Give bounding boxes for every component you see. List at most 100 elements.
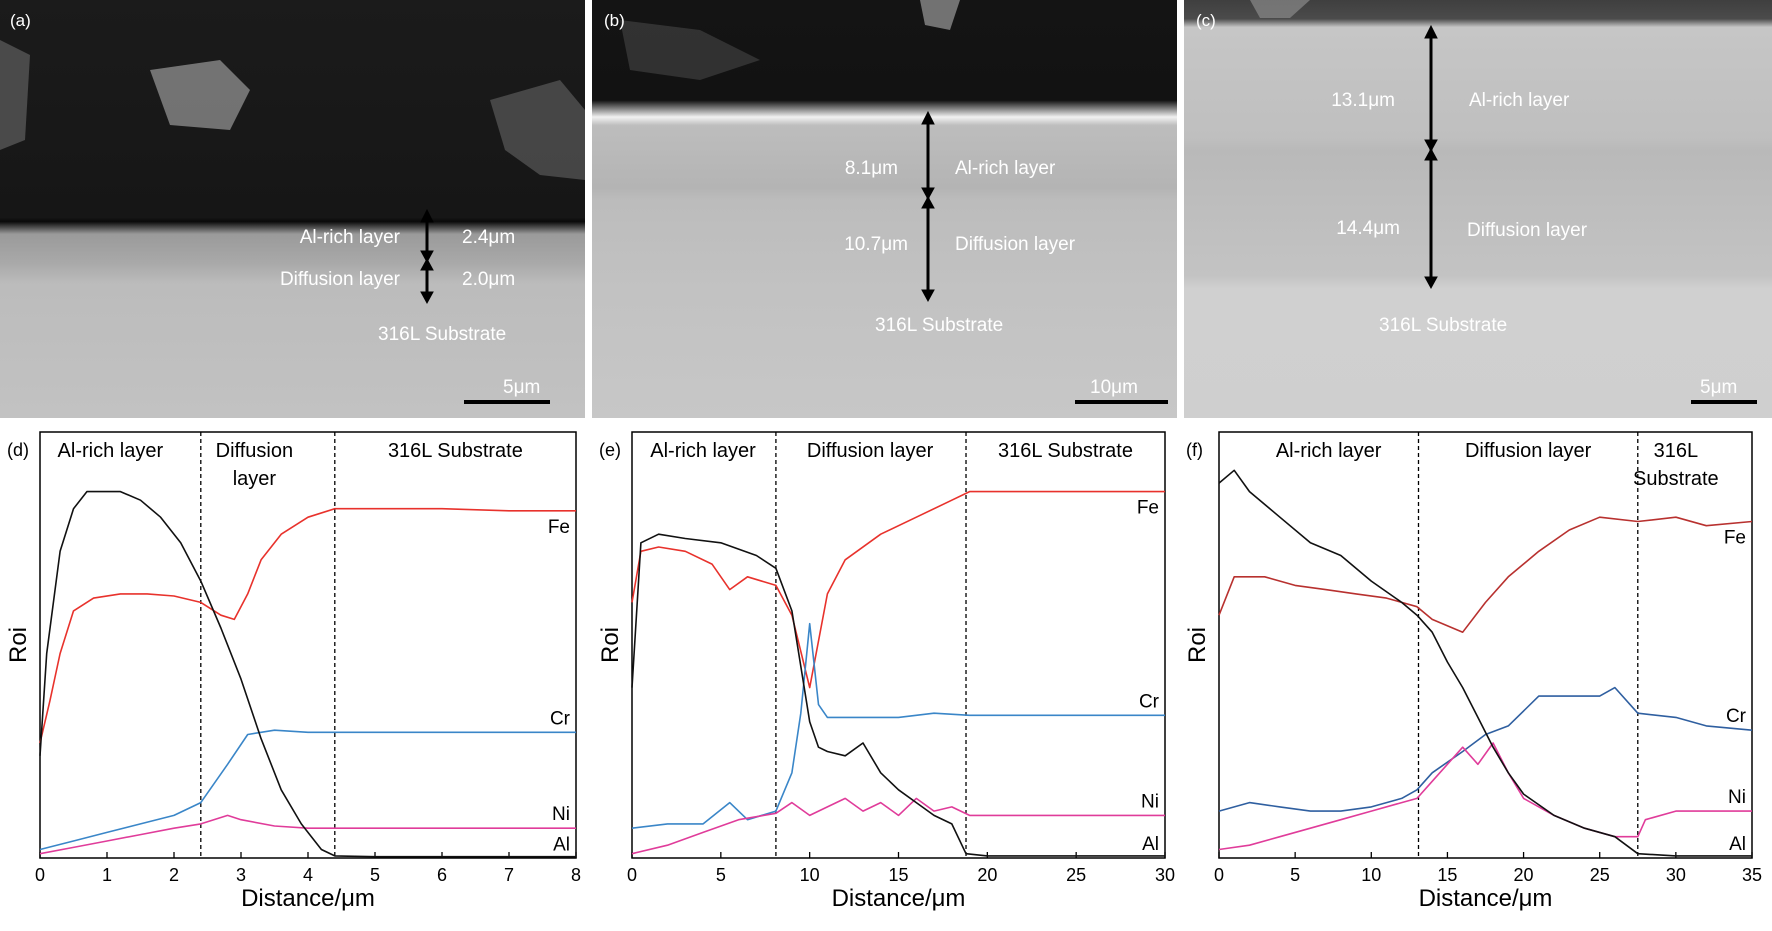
sem-particle (490, 80, 585, 180)
panel-letter-a: (a) (10, 11, 31, 30)
series-label-fe: Fe (548, 517, 570, 538)
x-tick-label: 25 (1066, 865, 1086, 885)
series-line-cr (39, 729, 576, 851)
series-line-al (631, 533, 1165, 857)
substrate-label-b: 316L Substrate (875, 315, 1003, 336)
al-rich-label-a: Al-rich layer (300, 227, 401, 248)
scale-bar-c (1691, 400, 1757, 404)
y-axis-title: Roi (597, 627, 624, 663)
x-tick-label: 30 (1155, 865, 1175, 885)
double-arrow-icon (420, 208, 434, 305)
sem-particle (620, 20, 760, 80)
x-tick-label: 7 (504, 865, 514, 885)
substrate-label-c: 316L Substrate (1379, 315, 1507, 336)
series-label-cr: Cr (550, 708, 571, 729)
x-tick-label: 0 (627, 865, 637, 885)
double-arrow-icon (921, 110, 935, 303)
x-tick-label: 15 (888, 865, 908, 885)
sem-panel-c: (c) 13.1μm 14.4μm Al-rich layer Diffusio… (1184, 0, 1772, 418)
panel-letter: (e) (599, 440, 621, 460)
x-tick-label: 2 (169, 865, 179, 885)
x-tick-label: 5 (716, 865, 726, 885)
x-tick-label: 10 (800, 865, 820, 885)
line-scan-chart-d: 0 1 2 3 4 5 6 7 8 Distance/μm Roi (d) Al-rich layer D… (5, 431, 581, 912)
plot-frame (1218, 431, 1753, 859)
region-label: Diffusion (216, 440, 293, 462)
x-tick-label: 4 (303, 865, 313, 885)
region-label: Substrate (1633, 468, 1719, 490)
series-label-cr: Cr (1139, 691, 1160, 712)
al-rich-thickness-c: 13.1μm (1331, 90, 1395, 111)
diffusion-thickness-a: 2.0μm (462, 269, 515, 290)
x-axis-title: Distance/μm (832, 885, 966, 912)
x-tick-label: 30 (1666, 865, 1686, 885)
series-line-ni (39, 814, 576, 855)
x-tick-label: 6 (437, 865, 447, 885)
series-label-al: Al (553, 835, 570, 856)
region-label: layer (233, 468, 277, 490)
series-line-cr (1218, 686, 1753, 812)
diffusion-thickness-c: 14.4μm (1336, 218, 1400, 239)
line-scan-chart-e: 0 5 10 15 20 25 30 Distance/μm Roi (e) Al-rich lay… (597, 431, 1175, 912)
x-tick-label: 8 (571, 865, 581, 885)
series-line-al (1218, 469, 1752, 857)
series-line-ni (1218, 742, 1752, 851)
al-rich-label-c: Al-rich layer (1469, 90, 1570, 111)
y-axis-title: Roi (1184, 627, 1211, 663)
scale-bar-b (1075, 400, 1168, 404)
series-label-ni: Ni (552, 804, 570, 825)
x-tick-label: 15 (1437, 865, 1457, 885)
x-tick-label: 25 (1590, 865, 1610, 885)
x-tick-label: 35 (1742, 865, 1762, 885)
plot-frame (631, 431, 1166, 859)
al-rich-label-b: Al-rich layer (955, 158, 1056, 179)
sem-particle (0, 40, 30, 150)
sem-panel-a: (a) Al-rich layer Diffusion layer 2.4μm … (0, 0, 585, 418)
series-line-fe (1218, 516, 1753, 633)
panel-letter: (f) (1186, 440, 1203, 460)
region-label: 316L Substrate (998, 440, 1133, 462)
series-label-fe: Fe (1724, 527, 1746, 548)
diffusion-label-b: Diffusion layer (955, 234, 1076, 255)
sem-panel-b: (b) 8.1μm 10.7μm Al-rich layer Diffusion… (592, 0, 1177, 418)
x-axis-title: Distance/μm (1419, 885, 1553, 912)
scale-bar-label-b: 10μm (1090, 377, 1138, 398)
scale-bar-label-a: 5μm (503, 377, 540, 398)
region-label: Diffusion layer (807, 440, 934, 462)
diffusion-label-c: Diffusion layer (1467, 220, 1588, 241)
region-label: 316L (1654, 440, 1699, 462)
substrate-label-a: 316L Substrate (378, 324, 506, 345)
panel-letter-b: (b) (604, 11, 625, 30)
region-label: Diffusion layer (1465, 440, 1592, 462)
series-label-al: Al (1729, 834, 1746, 855)
panel-letter-c: (c) (1196, 11, 1216, 30)
series-line-al (39, 490, 576, 858)
x-tick-label: 20 (977, 865, 997, 885)
double-arrow-icon (1424, 24, 1438, 290)
x-tick-label: 10 (1361, 865, 1381, 885)
sem-particle (150, 60, 250, 130)
panel-letter: (d) (7, 440, 29, 460)
x-axis-title: Distance/μm (241, 885, 375, 912)
scale-bar-a (464, 400, 550, 404)
al-rich-thickness-b: 8.1μm (845, 158, 898, 179)
line-scan-chart-f: 0 5 10 15 20 25 30 35 Distance/μm Roi (f) Al-rich l… (1184, 431, 1762, 912)
plot-frame (39, 431, 577, 859)
diffusion-label-a: Diffusion layer (280, 269, 401, 290)
sem-image-a (0, 0, 585, 418)
series-line-fe (39, 507, 576, 744)
region-label: Al-rich layer (1276, 440, 1382, 462)
x-tick-label: 20 (1514, 865, 1534, 885)
region-label: Al-rich layer (58, 440, 164, 462)
sem-particle (920, 0, 960, 30)
x-tick-label: 5 (370, 865, 380, 885)
series-label-al: Al (1142, 834, 1159, 855)
y-axis-title: Roi (5, 627, 32, 663)
series-label-ni: Ni (1728, 787, 1746, 808)
diffusion-thickness-b: 10.7μm (844, 234, 908, 255)
sem-particle (1250, 0, 1310, 18)
al-rich-thickness-a: 2.4μm (462, 227, 515, 248)
scale-bar-label-c: 5μm (1700, 377, 1737, 398)
series-line-cr (631, 622, 1165, 829)
